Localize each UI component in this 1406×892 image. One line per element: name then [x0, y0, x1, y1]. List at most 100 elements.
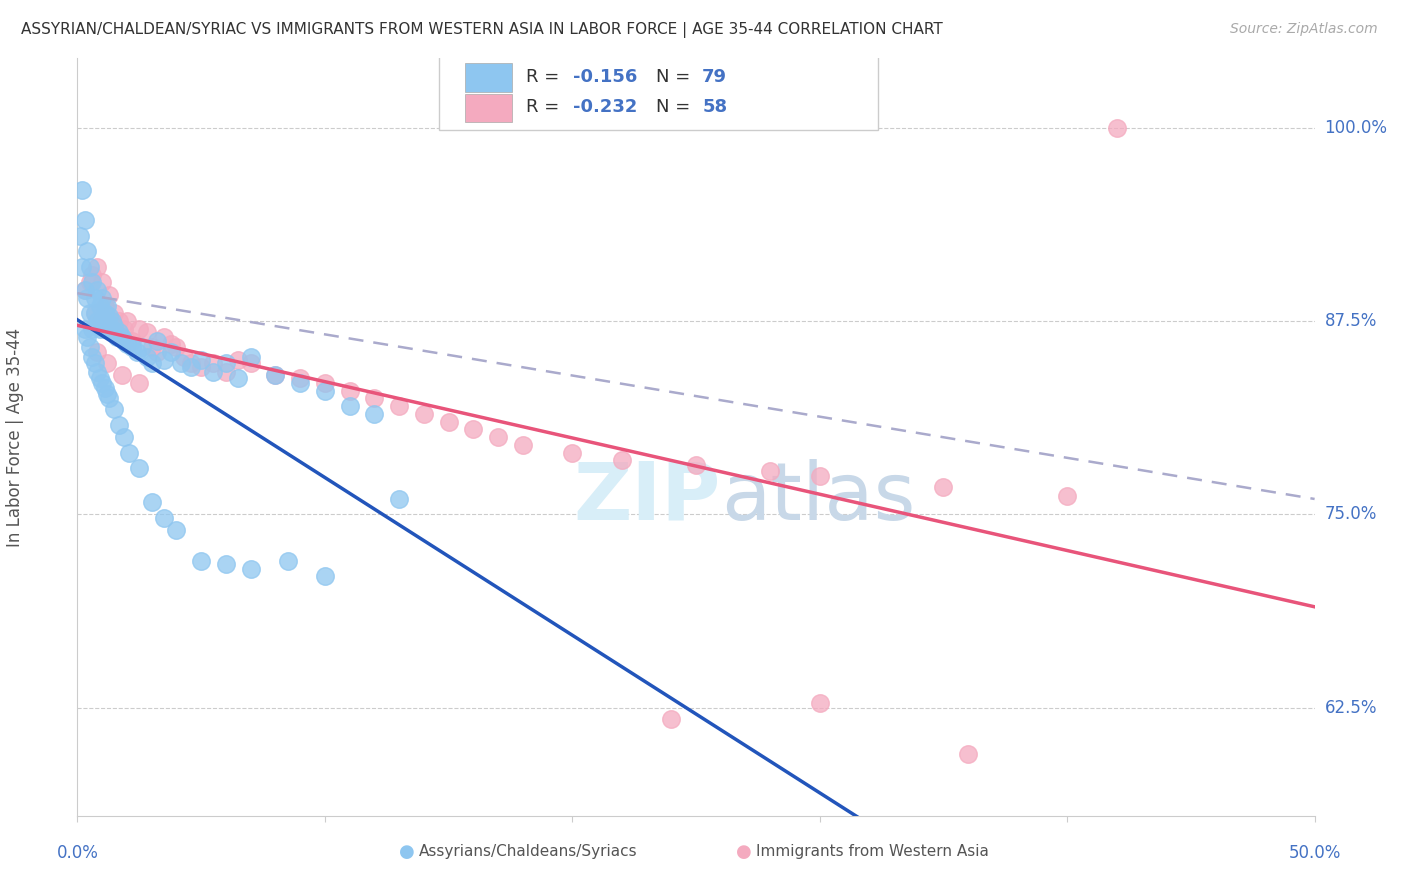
Point — [108, 314, 131, 328]
Point — [160, 337, 183, 351]
Point — [72, 182, 94, 196]
Text: N =: N = — [657, 98, 696, 116]
Point — [153, 510, 176, 524]
Point — [86, 365, 108, 379]
Point — [314, 376, 336, 390]
Point — [115, 314, 138, 328]
Point — [190, 360, 212, 375]
Text: Immigrants from Western Asia: Immigrants from Western Asia — [756, 845, 990, 859]
Point — [239, 561, 262, 575]
Point — [128, 376, 150, 390]
Text: 87.5%: 87.5% — [1324, 312, 1376, 330]
Point — [96, 299, 118, 313]
Point — [111, 329, 134, 343]
Text: 58: 58 — [702, 98, 727, 116]
Point — [141, 340, 163, 354]
Point — [239, 356, 262, 370]
Point — [215, 365, 238, 379]
Point — [83, 356, 105, 370]
Point — [659, 712, 682, 726]
Point — [363, 407, 385, 421]
Text: R =: R = — [526, 98, 565, 116]
Point — [82, 350, 104, 364]
Point — [83, 306, 105, 320]
Point — [108, 325, 131, 339]
Point — [91, 314, 114, 328]
Text: -0.232: -0.232 — [574, 98, 638, 116]
Point — [93, 306, 115, 320]
Point — [180, 360, 202, 375]
Point — [86, 260, 108, 274]
Point — [112, 322, 135, 336]
Point — [173, 350, 195, 364]
Point — [264, 368, 287, 383]
Point — [79, 276, 101, 290]
Point — [73, 322, 96, 336]
Point — [103, 318, 125, 333]
Point — [72, 260, 94, 274]
Point — [86, 283, 108, 297]
Point — [101, 314, 124, 328]
Point — [610, 453, 633, 467]
Point — [98, 392, 121, 406]
Point — [128, 322, 150, 336]
Point — [93, 322, 115, 336]
Point — [215, 557, 238, 571]
FancyBboxPatch shape — [464, 94, 512, 122]
Text: -0.156: -0.156 — [574, 68, 638, 86]
Point — [288, 376, 311, 390]
Text: 62.5%: 62.5% — [1324, 698, 1376, 717]
Point — [86, 345, 108, 359]
Point — [115, 337, 138, 351]
Point — [96, 310, 118, 324]
Text: R =: R = — [526, 68, 565, 86]
Point — [437, 415, 460, 429]
Point — [215, 356, 238, 370]
Point — [1056, 489, 1078, 503]
Point — [98, 310, 121, 324]
Text: 0.0%: 0.0% — [56, 844, 98, 862]
Point — [105, 322, 128, 336]
Point — [932, 480, 955, 494]
Point — [388, 491, 411, 506]
Point — [69, 228, 91, 243]
Point — [239, 350, 262, 364]
Point — [118, 445, 141, 459]
Point — [128, 461, 150, 475]
Point — [190, 554, 212, 568]
Point — [121, 334, 143, 348]
Point — [160, 345, 183, 359]
Point — [202, 365, 225, 379]
Point — [89, 299, 111, 313]
Point — [112, 334, 135, 348]
Point — [83, 291, 105, 305]
Point — [264, 368, 287, 383]
Point — [135, 350, 157, 364]
Point — [363, 392, 385, 406]
Point — [112, 430, 135, 444]
Point — [93, 299, 115, 313]
Point — [135, 325, 157, 339]
Point — [314, 384, 336, 398]
Point — [808, 696, 831, 710]
Point — [79, 340, 101, 354]
Point — [76, 244, 98, 259]
Text: Assyrians/Chaldeans/Syriacs: Assyrians/Chaldeans/Syriacs — [419, 845, 637, 859]
Point — [339, 399, 361, 413]
Point — [111, 329, 134, 343]
Point — [170, 356, 193, 370]
Text: ●: ● — [737, 843, 752, 861]
Point — [153, 329, 176, 343]
Point — [111, 368, 134, 383]
Point — [105, 329, 128, 343]
Point — [141, 495, 163, 509]
Point — [1105, 120, 1128, 135]
Point — [121, 340, 143, 354]
Point — [91, 291, 114, 305]
Point — [957, 747, 980, 762]
Point — [388, 399, 411, 413]
FancyBboxPatch shape — [464, 63, 512, 92]
Point — [101, 322, 124, 336]
Point — [73, 213, 96, 227]
Point — [202, 356, 225, 370]
